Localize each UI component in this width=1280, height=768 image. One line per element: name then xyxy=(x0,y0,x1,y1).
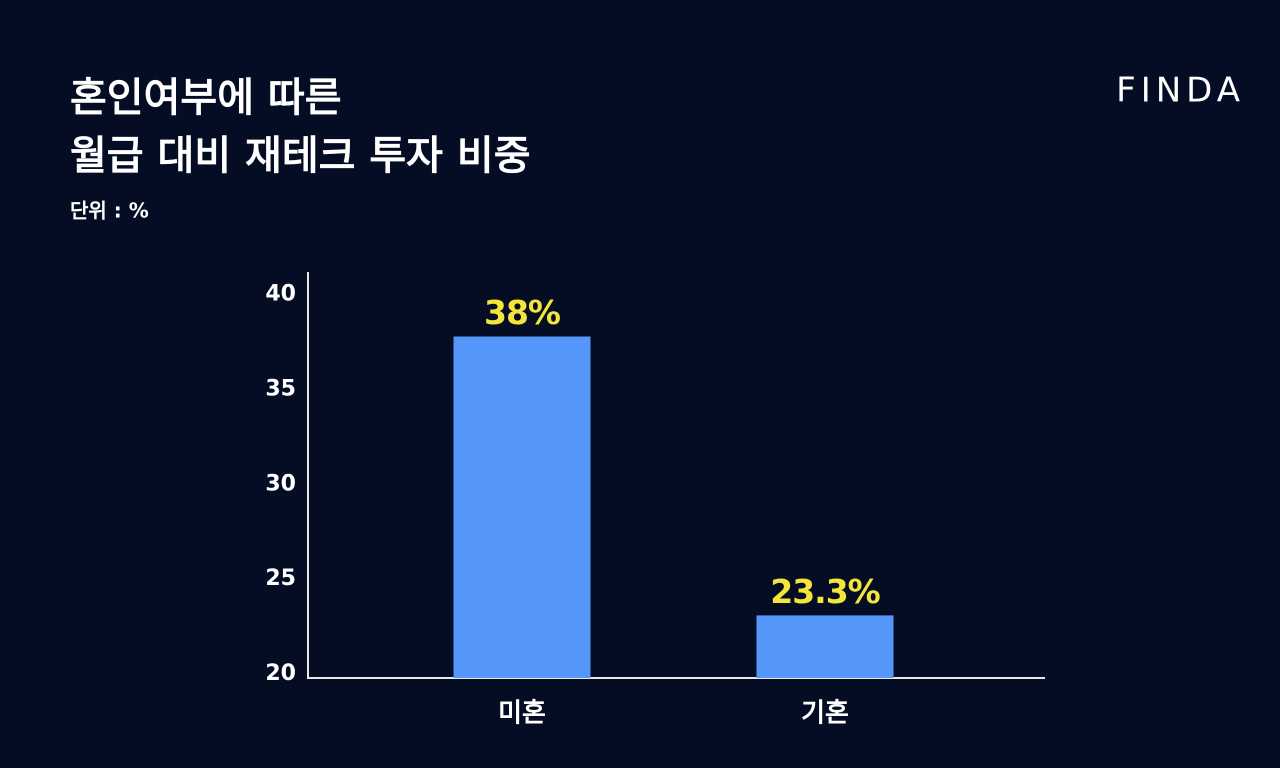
y-tick-label: 20 xyxy=(265,661,296,686)
x-tick-label: 기혼 xyxy=(801,699,849,729)
chart-title: 월급 대비 재테크 투자 비중 xyxy=(70,133,531,179)
x-tick-label: 미혼 xyxy=(498,699,546,729)
bar xyxy=(453,336,591,678)
value-label: 38% xyxy=(484,293,561,332)
chart-title: 혼인여부에 따른 xyxy=(70,75,342,121)
brand-logo: FINDA xyxy=(1116,71,1245,111)
chart-subtitle: 단위 : % xyxy=(70,199,149,223)
y-tick-label: 35 xyxy=(265,376,296,401)
bar xyxy=(756,615,894,678)
y-tick-label: 40 xyxy=(265,282,296,307)
value-label: 23.3% xyxy=(770,572,880,611)
y-tick-label: 30 xyxy=(265,471,296,496)
y-tick-label: 25 xyxy=(265,566,296,591)
